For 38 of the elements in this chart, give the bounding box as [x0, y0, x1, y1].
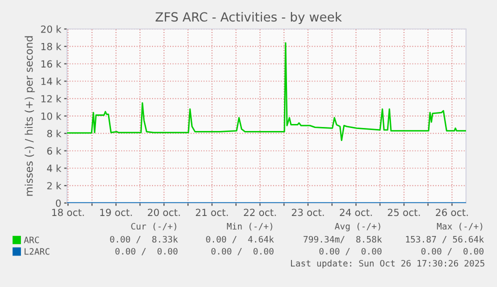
- text: 153.87 / 56.64k: [406, 236, 484, 244]
- y-tick-label: 0: [56, 199, 61, 207]
- legend-label: ARC: [24, 236, 39, 244]
- y-tick-label: 12 k: [41, 94, 62, 102]
- text: 799.34m/ 8.58k: [304, 236, 382, 244]
- y-tick-label: 8 k: [47, 130, 62, 138]
- text: Last update: Sun Oct 26 17:30:26 2025: [291, 260, 484, 268]
- text: 0.00 / 4.64k: [206, 236, 274, 244]
- y-tick-label: 2 k: [47, 182, 62, 190]
- x-tick-label: 22 oct.: [244, 208, 276, 216]
- y-tick-label: 10 k: [41, 112, 62, 120]
- text: 0.00 / 0.00: [421, 248, 484, 256]
- y-tick-label: 20 k: [41, 25, 62, 33]
- y-axis-title: misses (-) / hits (+) per second: [24, 36, 35, 196]
- text: 0.00 / 0.00: [211, 248, 274, 256]
- text: Max (-/+): [436, 222, 482, 231]
- x-tick-label: 20 oct.: [148, 208, 180, 216]
- x-tick-label: 18 oct.: [52, 208, 84, 216]
- line-series: [67, 42, 466, 142]
- x-tick-label: 24 oct.: [340, 208, 372, 216]
- text: Cur (-/+): [131, 222, 176, 231]
- x-tick-label: 21 oct.: [196, 208, 228, 216]
- y-tick-label: 18 k: [41, 42, 62, 50]
- text: 0.00 / 0.00: [319, 248, 382, 256]
- x-tick-label: 25 oct.: [388, 208, 420, 216]
- x-tick-label: 26 oct.: [436, 208, 468, 216]
- x-tick-label: 19 oct.: [100, 208, 132, 216]
- y-tick-label: 6 k: [47, 147, 62, 155]
- text: 0.00 / 8.33k: [110, 236, 178, 244]
- text: Avg (-/+): [334, 222, 380, 232]
- y-tick-label: 14 k: [41, 78, 62, 85]
- text: Min (-/+): [226, 222, 272, 231]
- y-tick-label: 4 k: [47, 164, 62, 172]
- x-tick-label: 23 oct.: [292, 208, 324, 216]
- legend-label: L2ARC: [24, 248, 50, 255]
- y-tick-label: 16 k: [41, 60, 62, 68]
- chart-title: ZFS ARC - Activities - by week: [156, 12, 342, 24]
- text: 0.00 / 0.00: [115, 248, 178, 256]
